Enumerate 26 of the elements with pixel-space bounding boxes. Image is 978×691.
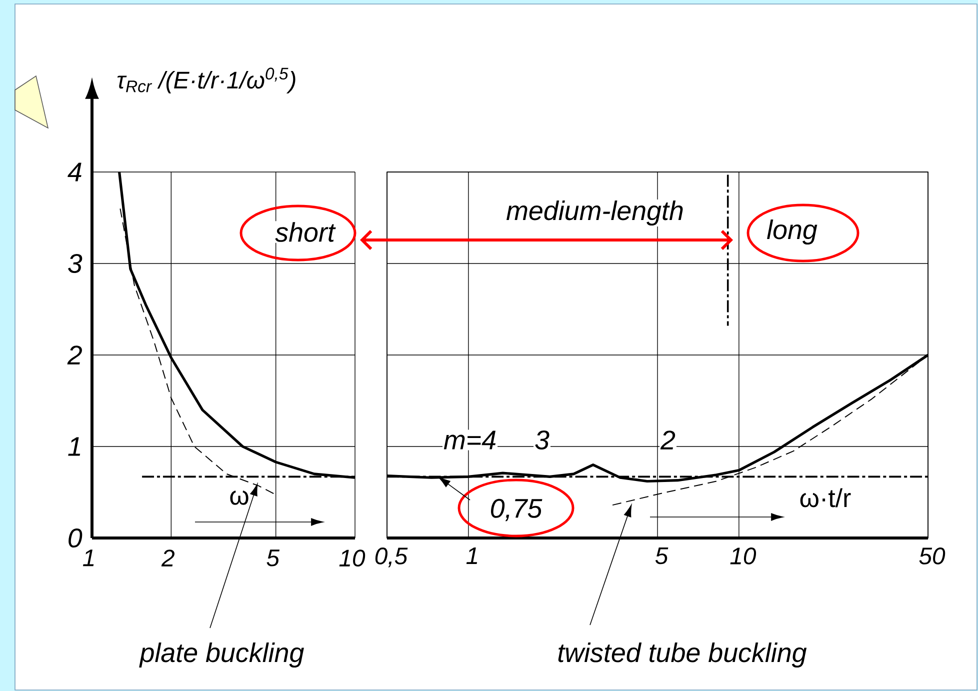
x-tick-label: 1 [466, 547, 478, 564]
annotation: 3 [535, 430, 550, 450]
y-tick-label: 1 [68, 437, 80, 456]
annotation: medium-length [506, 200, 683, 226]
x-tick-label: 1 [82, 550, 94, 566]
x-axis-title: ω [230, 490, 248, 505]
y-tick-label: 3 [68, 254, 82, 274]
x-tick-label: 5 [266, 550, 280, 566]
y-tick-label: 4 [68, 162, 82, 182]
annotation: 0,75 [491, 498, 542, 522]
x-tick-label: 5 [655, 547, 668, 564]
y-tick-label: 0 [68, 528, 82, 548]
y-axis-title: τ$_{Rcr}$ /(E·t/r·1/ω$^{0,5}$) [117, 68, 296, 94]
y-tick-label: 2 [67, 346, 82, 364]
annotation: short [275, 222, 336, 242]
annotation: long [767, 219, 818, 245]
annotation: m=4 [444, 430, 496, 450]
annotation: 2 [660, 430, 676, 450]
x-tick-label: 0,5 [375, 548, 408, 568]
x-tick-label: 10 [730, 548, 756, 564]
text: twisted tube buckling [558, 642, 807, 668]
x-tick-label: 2 [161, 550, 174, 566]
x-tick-label: 10 [339, 550, 366, 567]
x-axis-title: ω·t/r [800, 488, 851, 508]
x-tick-label: 50 [919, 548, 946, 564]
text: plate buckling [139, 642, 304, 668]
